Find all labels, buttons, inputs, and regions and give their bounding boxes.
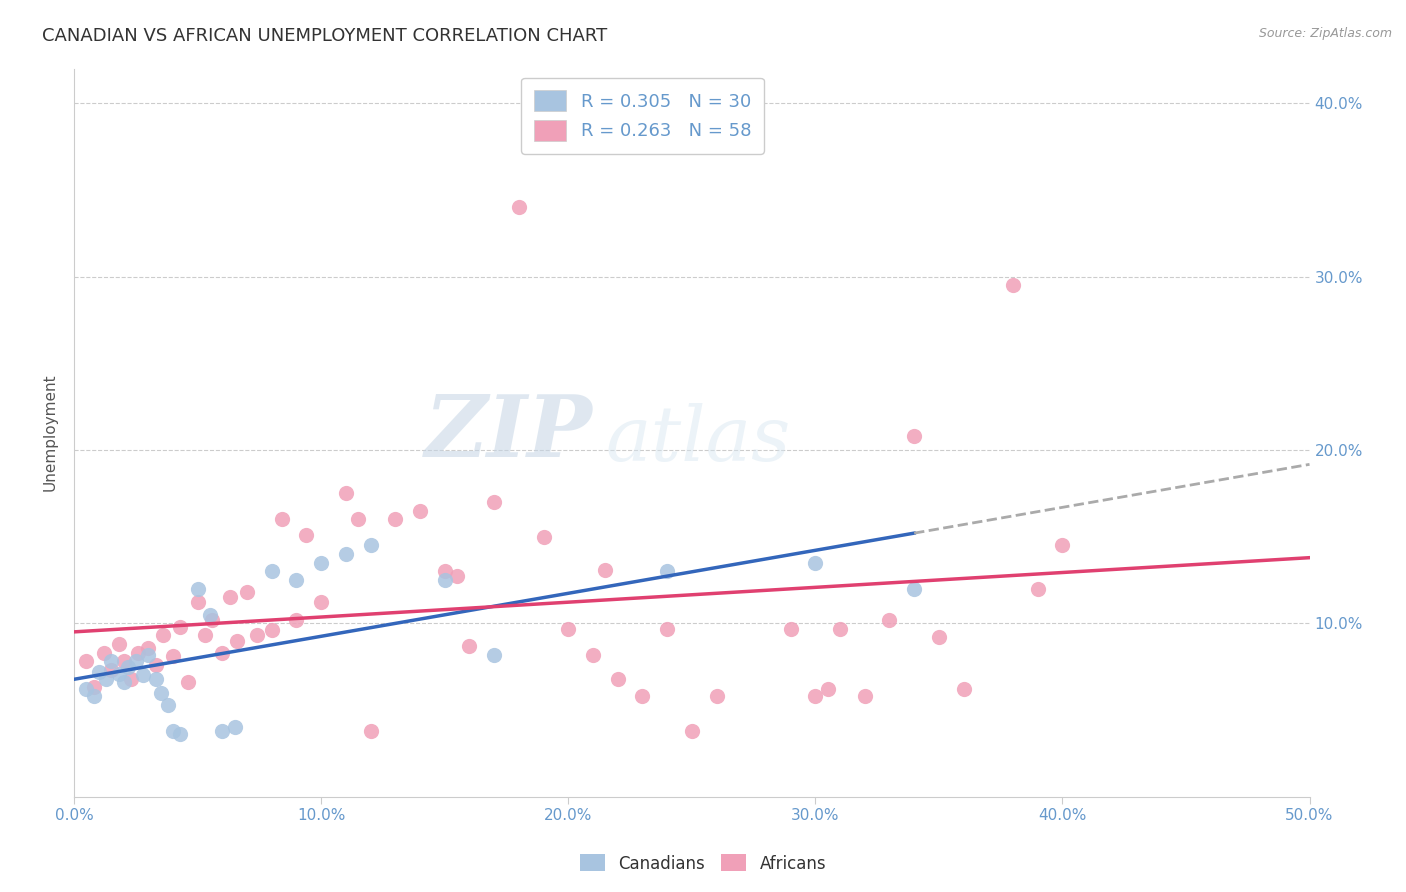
- Point: [508, 200, 530, 214]
- Point: [132, 668, 155, 682]
- Point: [96, 672, 118, 686]
- Point: [828, 622, 851, 636]
- Point: [928, 630, 950, 644]
- Point: [433, 564, 456, 578]
- Point: [1052, 538, 1074, 552]
- Point: [83, 681, 105, 695]
- Point: [125, 655, 148, 669]
- Point: [169, 620, 191, 634]
- Point: [187, 595, 209, 609]
- Point: [446, 569, 468, 583]
- Point: [804, 689, 827, 703]
- Text: CANADIAN VS AFRICAN UNEMPLOYMENT CORRELATION CHART: CANADIAN VS AFRICAN UNEMPLOYMENT CORRELA…: [42, 27, 607, 45]
- Point: [75, 655, 97, 669]
- Point: [952, 682, 974, 697]
- Point: [270, 512, 292, 526]
- Point: [706, 689, 728, 703]
- Point: [149, 686, 172, 700]
- Point: [177, 675, 200, 690]
- Point: [156, 698, 179, 712]
- Point: [136, 648, 159, 662]
- Text: Source: ZipAtlas.com: Source: ZipAtlas.com: [1258, 27, 1392, 40]
- Point: [557, 622, 579, 636]
- Point: [218, 591, 240, 605]
- Point: [145, 672, 167, 686]
- Point: [162, 723, 184, 738]
- Point: [285, 613, 308, 627]
- Point: [198, 607, 221, 622]
- Point: [655, 622, 678, 636]
- Point: [903, 429, 925, 443]
- Text: ZIP: ZIP: [425, 391, 593, 475]
- Point: [145, 657, 167, 672]
- Point: [309, 595, 332, 609]
- Point: [631, 689, 654, 703]
- Point: [226, 633, 249, 648]
- Y-axis label: Unemployment: Unemployment: [44, 374, 58, 491]
- Point: [112, 655, 135, 669]
- Point: [246, 628, 269, 642]
- Point: [169, 727, 191, 741]
- Point: [87, 665, 110, 679]
- Point: [1026, 582, 1049, 596]
- Point: [817, 682, 839, 697]
- Point: [804, 556, 827, 570]
- Point: [853, 689, 876, 703]
- Point: [458, 639, 481, 653]
- Point: [127, 646, 149, 660]
- Point: [211, 646, 233, 660]
- Point: [295, 528, 318, 542]
- Legend: Canadians, Africans: Canadians, Africans: [574, 847, 832, 880]
- Point: [75, 682, 97, 697]
- Point: [236, 585, 259, 599]
- Point: [260, 624, 283, 638]
- Point: [93, 646, 115, 660]
- Point: [595, 563, 617, 577]
- Point: [120, 672, 142, 686]
- Point: [100, 663, 122, 677]
- Point: [285, 573, 308, 587]
- Point: [162, 649, 184, 664]
- Point: [582, 648, 605, 662]
- Legend: R = 0.305   N = 30, R = 0.263   N = 58: R = 0.305 N = 30, R = 0.263 N = 58: [522, 78, 763, 153]
- Point: [152, 628, 174, 642]
- Point: [433, 573, 456, 587]
- Point: [879, 613, 901, 627]
- Point: [83, 689, 105, 703]
- Point: [100, 655, 122, 669]
- Point: [409, 503, 432, 517]
- Point: [107, 666, 129, 681]
- Point: [112, 675, 135, 690]
- Point: [384, 512, 406, 526]
- Point: [309, 556, 332, 570]
- Point: [1001, 278, 1024, 293]
- Point: [107, 637, 129, 651]
- Point: [482, 648, 505, 662]
- Point: [187, 582, 209, 596]
- Point: [335, 547, 357, 561]
- Point: [335, 486, 357, 500]
- Point: [606, 672, 628, 686]
- Point: [201, 613, 224, 627]
- Point: [360, 723, 382, 738]
- Point: [533, 530, 555, 544]
- Point: [347, 512, 370, 526]
- Point: [655, 564, 678, 578]
- Point: [903, 582, 925, 596]
- Point: [482, 495, 505, 509]
- Point: [117, 659, 139, 673]
- Point: [211, 723, 233, 738]
- Point: [136, 640, 159, 655]
- Point: [194, 628, 217, 642]
- Point: [779, 622, 801, 636]
- Point: [260, 564, 283, 578]
- Text: atlas: atlas: [606, 403, 790, 477]
- Point: [224, 720, 246, 734]
- Point: [681, 723, 703, 738]
- Point: [360, 538, 382, 552]
